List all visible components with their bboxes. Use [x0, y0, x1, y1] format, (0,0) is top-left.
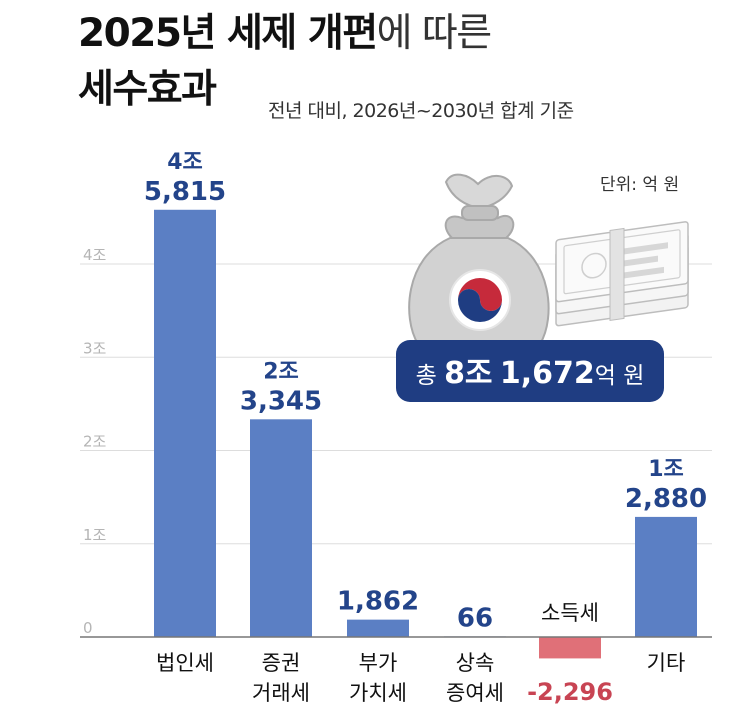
title-bold: 2025년 세제 개편	[78, 11, 378, 56]
data-label: 4조	[167, 150, 203, 175]
bar	[154, 209, 216, 637]
title-line1: 2025년 세제 개편에 따른	[78, 10, 493, 58]
total-prefix: 총	[416, 363, 437, 389]
category-label: 소득세	[541, 601, 599, 625]
y-tick-label: 1조	[83, 526, 107, 544]
category-label: 가치세	[349, 681, 407, 705]
category-label: 상속	[456, 651, 495, 675]
total-value-2: 1,672	[500, 356, 595, 391]
title-line2: 세수효과	[78, 67, 217, 112]
bars	[154, 209, 697, 659]
y-tick-label: 2조	[83, 433, 107, 451]
y-tick-labels: 0 1조 2조 3조 4조	[83, 246, 107, 637]
bar	[539, 637, 601, 659]
bar	[635, 516, 697, 637]
y-tick-label: 4조	[83, 246, 107, 264]
category-label: 증여세	[446, 681, 504, 705]
data-label: 2조	[263, 359, 299, 384]
bar	[347, 619, 409, 637]
data-label: 3,345	[240, 386, 322, 416]
data-label: 1,862	[337, 587, 419, 617]
category-label: 부가	[359, 651, 398, 675]
category-label: 거래세	[252, 681, 310, 705]
title-block: 2025년 세제 개편에 따른 세수효과	[78, 10, 493, 114]
data-label: 2,880	[625, 484, 707, 514]
value-labels: 4조5,815 2조3,345 1,862 66 -2,296 1조2,880	[144, 150, 707, 706]
taegeuk-emblem-icon	[449, 269, 511, 331]
y-tick-label: 3조	[83, 339, 107, 357]
data-label: -2,296	[527, 678, 613, 706]
data-label: 66	[457, 603, 493, 633]
y-tick-label: 0	[83, 619, 93, 637]
total-badge-text: 총 8조 1,672억 원	[416, 356, 645, 391]
banknote-stack-icon	[555, 221, 689, 327]
money-illustration	[408, 173, 689, 345]
bar	[250, 419, 312, 637]
data-label: 1조	[648, 457, 684, 482]
category-label: 법인세	[156, 651, 214, 675]
total-value-1: 8조	[444, 356, 492, 391]
total-badge: 총 8조 1,672억 원	[396, 340, 664, 402]
data-label: 5,815	[144, 177, 226, 207]
category-label: 기타	[647, 651, 686, 675]
total-suffix: 억 원	[595, 363, 645, 389]
unit-label: 단위: 억 원	[600, 175, 680, 195]
subtitle: 전년 대비, 2026년~2030년 합계 기준	[268, 100, 574, 122]
title-rest: 에 따른	[376, 11, 493, 56]
category-label: 증권	[262, 651, 301, 675]
